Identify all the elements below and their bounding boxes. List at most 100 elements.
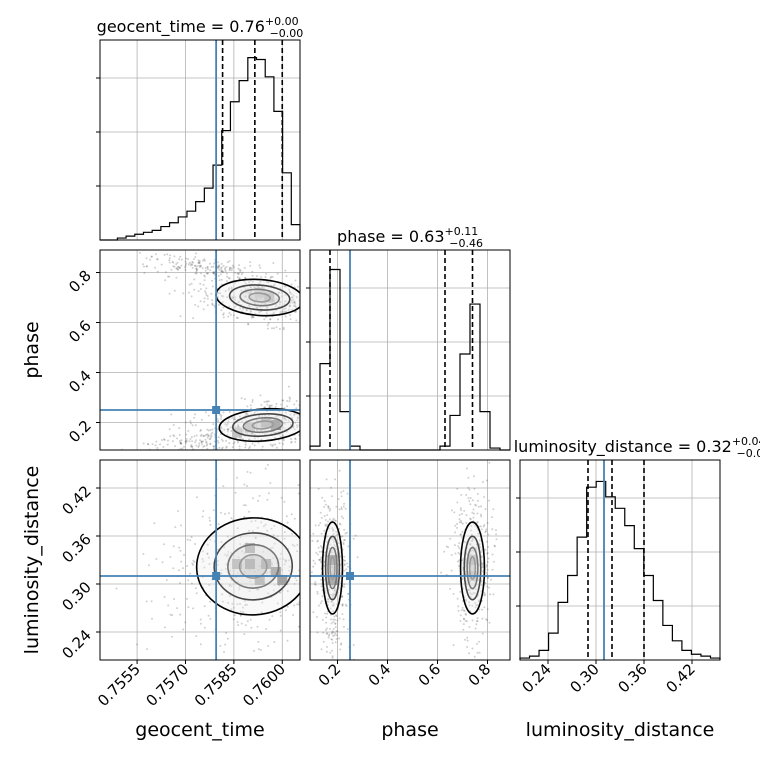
sample-point xyxy=(492,508,495,511)
sample-point xyxy=(284,559,287,562)
sample-point xyxy=(290,296,293,299)
sample-point xyxy=(292,425,295,428)
sample-point xyxy=(252,497,254,500)
sample-point xyxy=(458,518,461,521)
sample-point xyxy=(284,419,287,422)
sample-point xyxy=(473,487,476,490)
x-tick-label: 0.2 xyxy=(315,660,345,690)
sample-point xyxy=(203,297,206,300)
sample-point xyxy=(168,259,171,262)
axes-frame xyxy=(99,459,301,661)
sample-point xyxy=(156,258,158,261)
sample-point xyxy=(233,271,236,274)
sample-point xyxy=(230,517,233,520)
sample-point xyxy=(155,440,158,443)
x-tick-label: 0.7600 xyxy=(239,660,289,710)
sample-point xyxy=(279,310,282,313)
sample-point xyxy=(220,418,222,420)
sample-point xyxy=(472,508,475,511)
sample-point xyxy=(342,618,345,621)
sample-point xyxy=(237,267,240,270)
sample-point xyxy=(267,400,270,403)
sample-point xyxy=(320,556,323,559)
sample-point xyxy=(185,439,188,442)
sample-point xyxy=(330,486,333,489)
sample-point xyxy=(351,545,353,547)
sample-point xyxy=(297,484,300,487)
sample-point xyxy=(163,438,166,441)
sample-point xyxy=(486,608,489,611)
panel-geocent_time-luminosity_distance xyxy=(99,459,353,661)
sample-point xyxy=(294,441,297,443)
sample-point xyxy=(199,439,202,442)
sample-point xyxy=(156,446,159,449)
sample-point xyxy=(464,541,467,544)
sample-point xyxy=(463,509,466,512)
sample-point xyxy=(263,400,266,403)
sample-point xyxy=(338,542,340,545)
sample-point xyxy=(227,430,229,433)
sample-point xyxy=(301,293,303,295)
sample-point xyxy=(218,264,221,267)
sample-point xyxy=(271,445,274,448)
sample-point xyxy=(474,606,477,609)
sample-point xyxy=(481,566,484,569)
sample-point xyxy=(231,267,233,270)
sample-point xyxy=(274,405,277,408)
sample-point xyxy=(334,632,337,635)
x-tick-label: 0.6 xyxy=(415,660,445,690)
sample-point xyxy=(483,606,486,609)
sample-point xyxy=(220,427,223,430)
sample-point xyxy=(171,614,174,617)
sample-point xyxy=(194,413,197,416)
sample-point xyxy=(173,255,176,258)
sample-point xyxy=(115,587,118,590)
sample-point xyxy=(485,528,488,531)
sample-point xyxy=(178,266,181,269)
sample-point xyxy=(244,296,247,299)
sample-point xyxy=(256,588,259,591)
sample-point xyxy=(325,627,328,630)
sample-point xyxy=(317,604,320,607)
sample-point xyxy=(225,272,228,275)
sample-point xyxy=(296,550,299,553)
sample-point xyxy=(293,413,296,416)
sample-point xyxy=(264,302,267,305)
sample-point xyxy=(264,414,266,417)
sample-point xyxy=(317,564,319,566)
sample-point xyxy=(472,538,474,541)
sample-point xyxy=(304,554,306,556)
sample-point xyxy=(256,545,259,548)
sample-point xyxy=(284,285,287,288)
sample-point xyxy=(266,572,269,575)
sample-point xyxy=(240,622,243,625)
sample-point xyxy=(207,556,210,559)
sample-point xyxy=(282,326,285,329)
y-tick-label: 0.42 xyxy=(58,482,94,518)
sample-point xyxy=(305,414,307,416)
sample-point xyxy=(250,433,252,436)
sample-point xyxy=(254,297,257,300)
sample-point xyxy=(247,291,250,294)
sample-point xyxy=(243,515,246,518)
sample-point xyxy=(456,523,458,525)
sample-point xyxy=(228,269,231,272)
sample-point xyxy=(291,533,293,535)
sample-point xyxy=(202,550,204,553)
sample-point xyxy=(294,305,297,308)
sample-point xyxy=(225,632,228,634)
sample-point xyxy=(315,327,317,329)
sample-point xyxy=(236,621,239,624)
sample-point xyxy=(296,544,299,546)
sample-point xyxy=(326,645,328,648)
sample-point xyxy=(305,418,307,420)
sample-point xyxy=(175,276,178,279)
sample-point xyxy=(324,413,326,415)
sample-point xyxy=(300,549,302,551)
sample-point xyxy=(320,284,322,286)
sample-point xyxy=(317,546,320,549)
sample-point xyxy=(184,440,187,443)
sample-point xyxy=(303,423,305,425)
sample-point xyxy=(460,536,463,539)
sample-point xyxy=(237,300,240,303)
